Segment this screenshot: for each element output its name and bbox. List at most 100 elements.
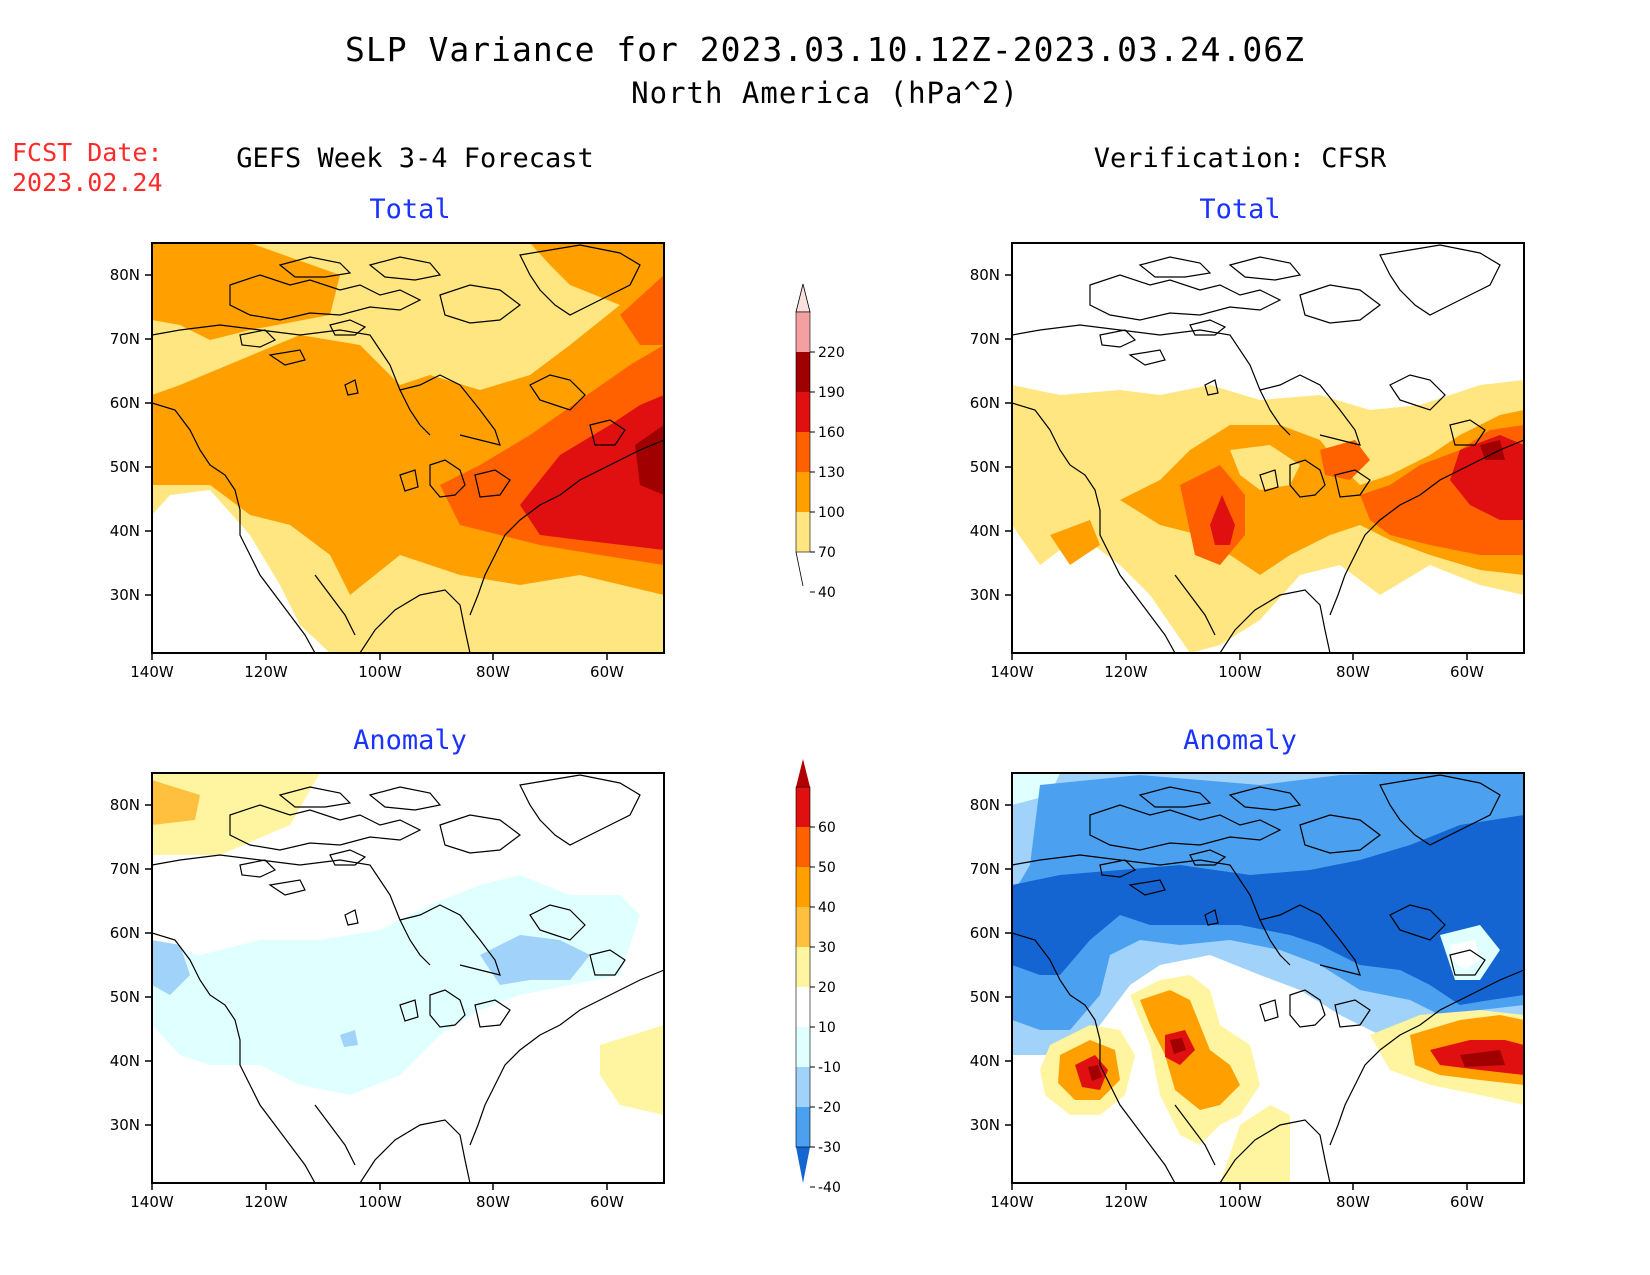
lat-tick-label: 40N xyxy=(970,522,1000,540)
lat-tick-label: 80N xyxy=(970,266,1000,284)
coastline-segment xyxy=(1389,374,1446,411)
forecast-anomaly-title: Anomaly xyxy=(353,725,467,756)
coastline-segment xyxy=(1289,459,1326,498)
coastline-segment xyxy=(589,949,626,976)
colorbar-label: 190 xyxy=(818,385,845,401)
lat-tick-label: 30N xyxy=(970,1116,1000,1134)
lat-tick-label: 60N xyxy=(110,394,140,412)
coastline-segment xyxy=(1228,256,1302,281)
lon-tick-label: 80W xyxy=(476,663,510,681)
lon-tick-label: 100W xyxy=(358,1193,402,1211)
coastline-segment xyxy=(529,374,586,411)
lon-tick-label: 120W xyxy=(244,663,288,681)
lon-tick-label: 100W xyxy=(1218,663,1262,681)
lon-tick-label: 140W xyxy=(990,663,1034,681)
lat-tick-label: 60N xyxy=(110,924,140,942)
coastline-segment xyxy=(239,859,277,878)
colorbar-segment xyxy=(796,352,810,392)
lon-tick-label: 60W xyxy=(1450,663,1484,681)
coastline-segment xyxy=(399,469,419,492)
colorbar-segment xyxy=(796,432,810,472)
forecast-anomaly-frame xyxy=(151,772,665,1184)
coastline-segment xyxy=(474,999,511,1028)
lat-tick-label: 50N xyxy=(110,458,140,476)
colorbar-segment xyxy=(796,512,810,552)
coastline-segment xyxy=(1174,1104,1216,1166)
colorbar-label: 30 xyxy=(818,940,836,956)
colorbar-segment xyxy=(796,1027,810,1067)
colorbar-label: 10 xyxy=(818,1020,836,1036)
verification-total-map: 80N 70N 60N 50N 40N 30N 140W 120W 100W 80W 60W xyxy=(970,242,1525,681)
coastline-segment xyxy=(1289,989,1326,1028)
verification-anomaly-coastlines xyxy=(1012,774,1524,1183)
colorbar-segment xyxy=(796,312,810,352)
coastline-segment xyxy=(429,459,466,498)
coastline-segment xyxy=(399,919,431,966)
coastline-segment xyxy=(152,932,316,1183)
coastline-segment xyxy=(268,349,306,366)
forecast-column-title: GEFS Week 3-4 Forecast xyxy=(236,143,594,174)
verification-total-coastlines xyxy=(1012,244,1524,653)
colorbar-segment xyxy=(796,827,810,867)
colorbar-label: -40 xyxy=(818,1180,841,1196)
coastline-segment xyxy=(1204,379,1219,396)
lat-tick-label: 30N xyxy=(970,586,1000,604)
coastline-segment xyxy=(1012,402,1176,653)
lon-tick-label: 100W xyxy=(358,663,402,681)
coastline-segment xyxy=(1138,786,1212,808)
forecast-total-title: Total xyxy=(369,194,451,225)
anomaly-colorbar: 60 50 40 30 20 10 -10 -20 -30 -40 xyxy=(795,759,841,1196)
verification-column-title: Verification: CFSR xyxy=(1093,143,1387,174)
coastline-segment xyxy=(1334,999,1371,1028)
colorbar-outline xyxy=(795,786,811,1148)
coastline-segment xyxy=(1329,439,1524,616)
coastline-segment xyxy=(439,814,521,854)
coastline-segment xyxy=(1089,274,1282,321)
coastline-segment xyxy=(1259,389,1291,436)
colorbar-segment xyxy=(796,1107,810,1147)
coastline-segment xyxy=(1128,879,1166,896)
colorbar-label: 60 xyxy=(818,820,836,836)
coastline-segment xyxy=(1449,419,1486,446)
colorbar-label: 130 xyxy=(818,465,845,481)
coastline-segment xyxy=(1334,469,1371,498)
total-colorbar: 220 190 160 130 100 70 40 xyxy=(795,283,845,601)
lon-tick-label: 140W xyxy=(130,663,174,681)
coastline-segment xyxy=(1299,814,1381,854)
colorbar-segment xyxy=(796,987,810,1027)
lat-tick-label: 70N xyxy=(110,330,140,348)
colorbar-upper-arrow xyxy=(795,283,811,313)
forecast-total-coastlines xyxy=(152,244,664,653)
forecast-total-shading xyxy=(152,243,664,653)
lon-tick-label: 140W xyxy=(990,1193,1034,1211)
colorbar-label: 160 xyxy=(818,425,845,441)
coastline-segment xyxy=(1329,969,1524,1146)
lon-tick-label: 80W xyxy=(476,1193,510,1211)
lon-tick-label: 80W xyxy=(1336,663,1370,681)
lat-tick-label: 70N xyxy=(970,330,1000,348)
coastline-segment xyxy=(1174,574,1216,636)
lat-tick-label: 60N xyxy=(970,394,1000,412)
forecast-date-label: FCST Date: 2023.02.24 xyxy=(12,138,163,198)
lat-tick-label: 80N xyxy=(970,796,1000,814)
figure-title: SLP Variance for 2023.03.10.12Z-2023.03.… xyxy=(345,30,1305,69)
colorbar-segment xyxy=(796,867,810,907)
coastline-segment xyxy=(152,402,316,653)
lon-tick-label: 100W xyxy=(1218,1193,1262,1211)
coastline-segment xyxy=(239,329,277,348)
coastline-segment xyxy=(229,274,422,321)
coastline-segment xyxy=(1449,949,1486,976)
coastline-segment xyxy=(589,419,626,446)
verification-total-shading xyxy=(1012,243,1524,653)
lat-tick-label: 30N xyxy=(110,1116,140,1134)
coastline-segment xyxy=(314,1104,356,1166)
lat-tick-label: 50N xyxy=(970,988,1000,1006)
colorbar-segment xyxy=(796,787,810,827)
coastline-segment xyxy=(268,879,306,896)
coastline-segment xyxy=(1379,244,1501,316)
colorbar-label: 20 xyxy=(818,980,836,996)
colorbar-label: -10 xyxy=(818,1060,841,1076)
coastline-segment xyxy=(1012,932,1176,1183)
lon-tick-label: 140W xyxy=(130,1193,174,1211)
forecast-anomaly-map: 80N 70N 60N 50N 40N 30N 140W 120W 100W 80W 60W xyxy=(110,772,665,1211)
